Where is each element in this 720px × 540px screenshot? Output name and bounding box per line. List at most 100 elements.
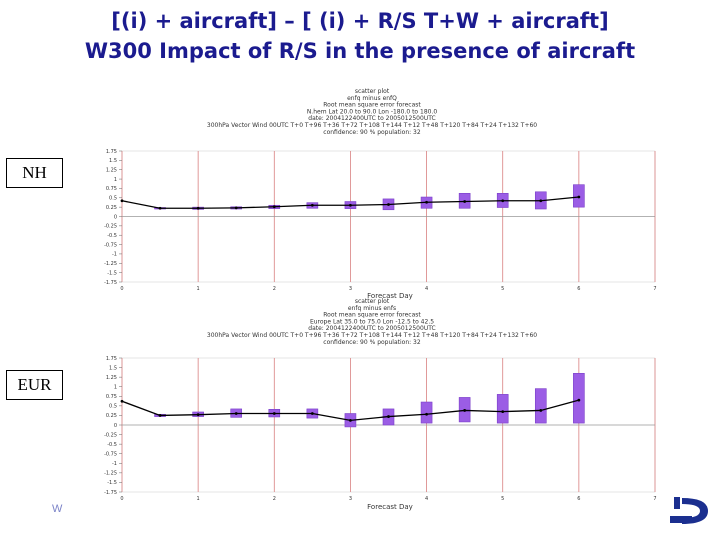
data-point bbox=[158, 206, 162, 210]
data-point bbox=[463, 409, 467, 412]
data-point bbox=[577, 195, 581, 199]
x-tick-label: 6 bbox=[577, 496, 580, 502]
x-tick-label: 6 bbox=[577, 286, 580, 292]
chart-header-line: confidence: 90 % population: 32 bbox=[323, 129, 421, 136]
data-point bbox=[158, 414, 162, 417]
chart-header-line: 300hPa Vector Wind 00UTC T+0 T+96 T+36 T… bbox=[207, 122, 537, 129]
data-point bbox=[234, 206, 238, 210]
chart-header-line: Root mean square error forecast bbox=[323, 312, 421, 319]
y-tick-label: 1 bbox=[114, 177, 117, 183]
y-tick-label: 0 bbox=[114, 214, 117, 220]
chart-header-line: 300hPa Vector Wind 00UTC T+0 T+96 T+36 T… bbox=[207, 332, 537, 339]
data-point bbox=[501, 199, 505, 203]
y-tick-label: 1.75 bbox=[106, 356, 117, 362]
x-tick-label: 4 bbox=[425, 496, 428, 502]
y-tick-label: -1.75 bbox=[104, 490, 117, 496]
x-tick-label: 7 bbox=[653, 496, 656, 502]
region-label-nh: NH bbox=[6, 158, 63, 188]
x-tick-label: 4 bbox=[425, 286, 428, 292]
data-point bbox=[272, 412, 276, 415]
y-tick-label: -1.5 bbox=[107, 270, 117, 276]
x-tick-label: 2 bbox=[273, 496, 276, 502]
chart-header-line: Root mean square error forecast bbox=[323, 102, 421, 109]
chart-header-line: scatter plot bbox=[355, 298, 390, 305]
data-point bbox=[539, 409, 543, 412]
x-tick-label: 0 bbox=[120, 496, 123, 502]
data-point bbox=[387, 415, 390, 418]
data-point bbox=[120, 399, 124, 403]
data-point bbox=[234, 412, 238, 415]
x-tick-label: 1 bbox=[197, 496, 200, 502]
data-point bbox=[501, 410, 505, 413]
chart-header-line: N.hem Lat 20.0 to 90.0 Lon -180.0 to 180… bbox=[307, 108, 438, 115]
slide-title-line1: [(i) + aircraft] – [ (i) + R/S T+W + air… bbox=[111, 9, 609, 33]
chart-header-line: date: 2004122400UTC to 2005012500UTC bbox=[308, 325, 435, 332]
y-tick-label: 0 bbox=[114, 423, 117, 429]
y-tick-label: 1.75 bbox=[106, 149, 117, 155]
y-tick-label: 1.5 bbox=[109, 158, 117, 164]
data-point bbox=[272, 205, 276, 209]
y-tick-label: 1.25 bbox=[106, 375, 117, 381]
confidence-box bbox=[534, 388, 547, 424]
y-tick-label: -0.25 bbox=[104, 224, 117, 230]
y-tick-label: 0.5 bbox=[109, 196, 117, 202]
data-point bbox=[425, 412, 428, 416]
logo-icon bbox=[670, 497, 708, 524]
x-tick-label: 7 bbox=[653, 286, 656, 292]
data-point bbox=[387, 203, 390, 206]
y-tick-label: -0.5 bbox=[107, 233, 117, 239]
y-tick-label: -1.75 bbox=[104, 280, 117, 286]
y-tick-label: 0.75 bbox=[106, 186, 117, 192]
y-tick-label: -0.5 bbox=[107, 442, 117, 448]
chart-header-line: enfq minus enfs bbox=[348, 305, 396, 312]
y-tick-label: 0.25 bbox=[106, 413, 117, 419]
x-tick-label: 0 bbox=[120, 286, 123, 292]
x-tick-label: 5 bbox=[501, 286, 504, 292]
y-tick-label: 0.75 bbox=[106, 394, 117, 400]
y-tick-label: 1.5 bbox=[109, 365, 117, 371]
data-point bbox=[196, 413, 200, 417]
y-tick-label: -0.75 bbox=[104, 452, 117, 458]
x-axis-label: Forecast Day bbox=[367, 503, 413, 511]
x-tick-label: 2 bbox=[273, 286, 276, 292]
x-tick-label: 1 bbox=[197, 286, 200, 292]
y-tick-label: 1 bbox=[114, 385, 117, 391]
data-point bbox=[539, 199, 543, 203]
chart-header-line: date: 2004122400UTC to 2005012500UTC bbox=[308, 115, 435, 122]
data-point bbox=[349, 203, 352, 207]
region-label-eur: EUR bbox=[6, 370, 63, 400]
data-point bbox=[120, 199, 124, 203]
x-tick-label: 5 bbox=[501, 496, 504, 502]
y-tick-label: 0.25 bbox=[106, 205, 117, 211]
y-tick-label: 0.5 bbox=[109, 404, 117, 410]
slide-title-line2: W300 Impact of R/S in the presence of ai… bbox=[84, 39, 636, 63]
data-point bbox=[310, 203, 314, 207]
y-tick-label: -0.75 bbox=[104, 242, 117, 248]
data-point bbox=[349, 419, 352, 422]
y-tick-label: -0.25 bbox=[104, 432, 117, 438]
data-point bbox=[577, 398, 581, 402]
y-tick-label: -1.25 bbox=[104, 261, 117, 267]
chart-header-line: scatter plot bbox=[355, 88, 390, 95]
x-axis-label: Forecast Day bbox=[367, 292, 413, 300]
data-point bbox=[310, 412, 314, 415]
confidence-box bbox=[420, 401, 433, 424]
chart-header-line: confidence: 90 % population: 32 bbox=[323, 339, 421, 346]
y-tick-label: -1 bbox=[112, 461, 117, 467]
data-point bbox=[196, 206, 200, 210]
x-tick-label: 3 bbox=[349, 496, 352, 502]
chart-header-line: enfq minus enfQ bbox=[347, 95, 397, 102]
x-tick-label: 3 bbox=[349, 286, 352, 292]
data-point bbox=[425, 200, 428, 204]
footer-text: W bbox=[52, 503, 63, 515]
y-tick-label: -1.25 bbox=[104, 471, 117, 477]
y-tick-label: -1 bbox=[112, 252, 117, 258]
chart-header-line: Europe Lat 35.0 to 75.0 Lon -12.5 to 42.… bbox=[310, 318, 434, 325]
confidence-box bbox=[573, 373, 585, 424]
confidence-box bbox=[496, 394, 509, 424]
data-point bbox=[463, 200, 467, 203]
y-tick-label: 1.25 bbox=[106, 168, 117, 174]
